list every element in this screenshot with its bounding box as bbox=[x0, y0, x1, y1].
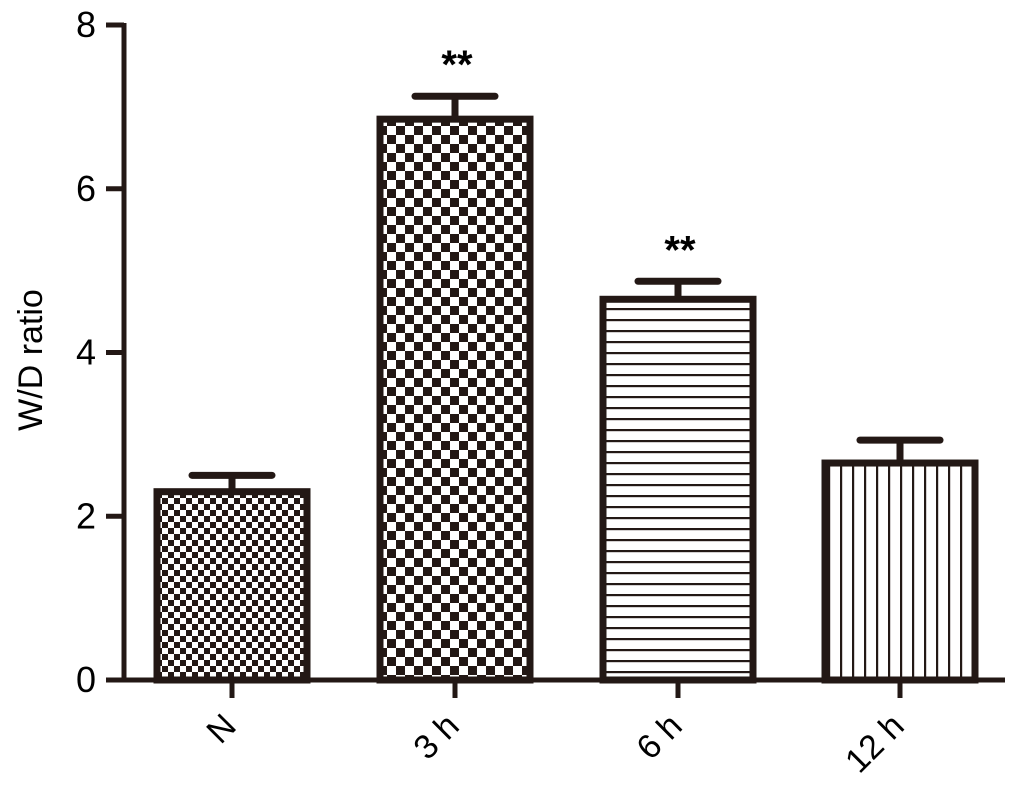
y-axis-label: W/D ratio bbox=[12, 289, 50, 431]
significance-marker: ** bbox=[441, 43, 473, 87]
bar-3-h bbox=[376, 115, 534, 684]
y-tick-label: 0 bbox=[76, 659, 96, 700]
y-tick-label: 2 bbox=[76, 495, 96, 536]
error-bars-layer bbox=[188, 92, 944, 492]
x-tick-label: N bbox=[199, 707, 243, 751]
bar-6-h bbox=[599, 295, 757, 684]
y-tick-label: 8 bbox=[76, 4, 96, 45]
x-tick-label: 12 h bbox=[838, 707, 912, 781]
x-tick-label: 6 h bbox=[629, 707, 689, 767]
significance-marker: ** bbox=[664, 228, 696, 272]
y-tick-label: 6 bbox=[76, 168, 96, 209]
bar-n bbox=[153, 488, 311, 684]
x-tick-label: 3 h bbox=[406, 707, 466, 767]
bar-12-h bbox=[821, 459, 979, 684]
bars-layer bbox=[153, 115, 979, 684]
y-tick-label: 4 bbox=[76, 332, 96, 373]
axes-layer bbox=[106, 22, 1005, 698]
